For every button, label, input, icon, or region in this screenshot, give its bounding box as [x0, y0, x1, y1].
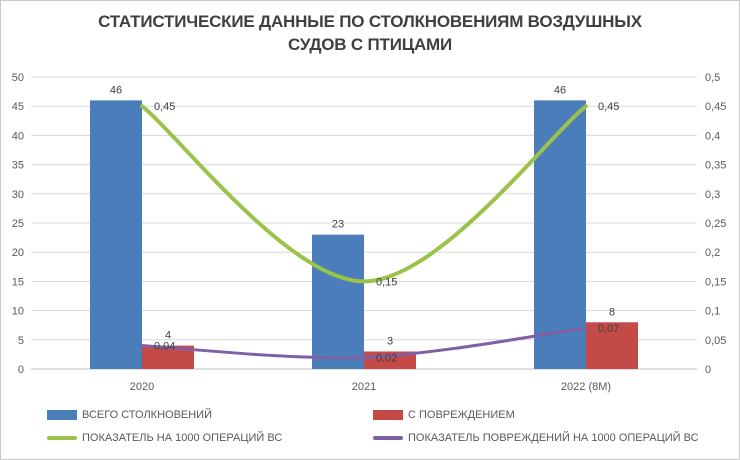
left-axis-tick-label: 45 — [12, 101, 24, 113]
category-label: 2021 — [352, 381, 376, 393]
legend-label-damage-rate-per-1000-ops: ПОКАЗАТЕЛЬ ПОВРЕЖДЕНИЙ НА 1000 ОПЕРАЦИЙ … — [408, 432, 699, 444]
right-axis-tick-label: 0 — [705, 364, 711, 376]
bar-segment — [534, 100, 586, 370]
line-series — [140, 326, 588, 360]
bar-data-label: 46 — [554, 84, 566, 96]
bar-data-label: 8 — [609, 306, 615, 318]
left-axis-tick-label: 10 — [12, 306, 24, 318]
chart-title-line1: СТАТИСТИЧЕСКИЕ ДАННЫЕ ПО СТОЛКНОВЕНИЯМ В… — [98, 12, 642, 31]
chart-title: СТАТИСТИЧЕСКИЕ ДАННЫЕ ПО СТОЛКНОВЕНИЯМ В… — [1, 10, 739, 56]
chart-title-line2: СУДОВ С ПТИЦАМИ — [288, 35, 452, 54]
category-label: 2022 (8М) — [561, 381, 611, 393]
legend-item-rate-per-1000-ops: ПОКАЗАТЕЛЬ НА 1000 ОПЕРАЦИЙ ВС — [47, 430, 282, 446]
rate-per-1000-ops-swatch — [47, 436, 77, 440]
line-data-label: 0,07 — [598, 323, 619, 335]
right-axis-tick-label: 0,25 — [705, 218, 726, 230]
bar-data-label: 4 — [165, 330, 171, 342]
right-axis-tick-label: 0,35 — [705, 160, 726, 172]
left-axis-tick-label: 5 — [18, 335, 24, 347]
left-axis-tick-label: 35 — [12, 160, 24, 172]
bar-segment — [586, 322, 638, 369]
right-axis-tick-label: 0,2 — [705, 247, 720, 259]
legend-item-with-damage: С ПОВРЕЖДЕНИЕМ — [373, 407, 515, 423]
category-label: 2020 — [130, 381, 154, 393]
right-axis-tick-label: 0,4 — [705, 130, 720, 142]
right-axis-tick-label: 0,3 — [705, 189, 720, 201]
legend-item-total-collisions: ВСЕГО СТОЛКНОВЕНИЙ — [47, 407, 212, 423]
right-axis-tick-label: 0,05 — [705, 335, 726, 347]
bar-segment — [142, 345, 194, 369]
line-data-label: 0,04 — [154, 341, 175, 353]
bar-segment — [90, 100, 142, 370]
left-axis-tick-label: 20 — [12, 247, 24, 259]
line-data-label: 0,02 — [376, 352, 397, 364]
legend-label-with-damage: С ПОВРЕЖДЕНИЕМ — [408, 409, 515, 421]
left-axis-tick-label: 15 — [12, 276, 24, 288]
bar-data-label: 23 — [332, 219, 344, 231]
bar-segment — [312, 234, 364, 369]
bar-data-label: 3 — [387, 335, 393, 347]
legend-label-total-collisions: ВСЕГО СТОЛКНОВЕНИЙ — [82, 409, 212, 421]
right-axis-tick-label: 0,1 — [705, 306, 720, 318]
right-axis-tick-label: 0,45 — [705, 101, 726, 113]
bar-data-label: 46 — [110, 84, 122, 96]
right-axis-tick-label: 0,5 — [705, 72, 720, 84]
line-data-label: 0,15 — [376, 276, 397, 288]
left-axis-tick-label: 0 — [18, 364, 24, 376]
left-axis-tick-label: 50 — [12, 72, 24, 84]
left-axis-tick-label: 25 — [12, 218, 24, 230]
damage-rate-per-1000-ops-swatch — [373, 436, 403, 440]
right-axis-tick-label: 0,15 — [705, 276, 726, 288]
line-series — [140, 104, 588, 284]
total-collisions-swatch — [47, 410, 77, 420]
left-axis-tick-label: 40 — [12, 130, 24, 142]
left-axis-tick-label: 30 — [12, 189, 24, 201]
legend-label-rate-per-1000-ops: ПОКАЗАТЕЛЬ НА 1000 ОПЕРАЦИЙ ВС — [82, 432, 283, 444]
line-data-label: 0,45 — [598, 101, 619, 113]
legend-item-damage-rate-per-1000-ops: ПОКАЗАТЕЛЬ ПОВРЕЖДЕНИЙ НА 1000 ОПЕРАЦИЙ … — [373, 430, 699, 446]
with-damage-swatch — [373, 410, 403, 420]
line-data-label: 0,45 — [154, 101, 175, 113]
